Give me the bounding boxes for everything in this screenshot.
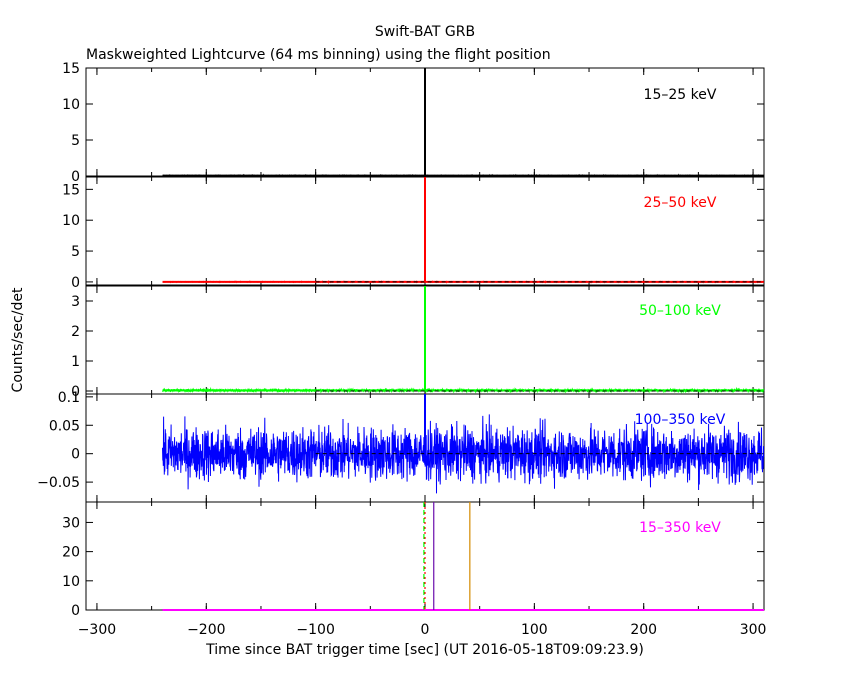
band-label: 50–100 keV: [639, 303, 721, 319]
panel-100-350-keV: −0.05 0 0.05 0.1 100–350 keV: [37, 390, 765, 503]
y-tick-label: 0: [71, 169, 80, 185]
x-tick-label: −300: [78, 622, 116, 638]
chart-subtitle: Maskweighted Lightcurve (64 ms binning) …: [86, 47, 551, 63]
y-tick-label: −0.05: [37, 475, 80, 491]
panels-group: 0 5 10 15 15–25 keV 0 5 10 15 25–50 keV 0 1 2 3 50–100…: [37, 61, 766, 638]
x-tick-label: 100: [521, 622, 548, 638]
data-trace: [162, 414, 765, 494]
band-label: 15–350 keV: [639, 520, 721, 536]
y-axis-label: Counts/sec/det: [10, 287, 26, 392]
x-axis-label: Time since BAT trigger time [sec] (UT 20…: [205, 642, 644, 658]
y-tick-label: 3: [71, 294, 80, 310]
y-tick-label: 10: [62, 97, 80, 113]
x-tick-label: −200: [187, 622, 225, 638]
y-tick-label: 0.05: [49, 418, 80, 434]
y-tick-label: 15: [62, 182, 80, 198]
x-tick-label: −100: [296, 622, 334, 638]
panel-25-50-keV: 0 5 10 15 25–50 keV: [62, 176, 765, 291]
y-tick-label: 10: [62, 213, 80, 229]
panel-50-100-keV: 0 1 2 3 50–100 keV: [71, 285, 765, 400]
y-tick-label: 0.1: [58, 390, 80, 406]
panel-15-25-keV: 0 5 10 15 15–25 keV: [62, 61, 765, 185]
y-tick-label: 30: [62, 515, 80, 531]
y-tick-label: 5: [71, 133, 80, 149]
band-label: 25–50 keV: [644, 195, 717, 211]
band-label: 15–25 keV: [644, 87, 717, 103]
y-tick-label: 0: [71, 384, 80, 400]
y-tick-label: 15: [62, 61, 80, 77]
band-label: 100–350 keV: [635, 412, 726, 428]
y-tick-label: 0: [71, 275, 80, 291]
y-tick-label: 1: [71, 354, 80, 370]
y-tick-label: 0: [71, 603, 80, 619]
x-tick-label: 300: [740, 622, 767, 638]
panel-15-350-keV: 0 10 20 30 15–350 keV: [62, 501, 765, 619]
y-tick-label: 5: [71, 244, 80, 260]
x-tick-label: 0: [421, 622, 430, 638]
y-tick-label: 20: [62, 545, 80, 561]
chart-title: Swift-BAT GRB: [375, 24, 475, 40]
y-tick-label: 0: [71, 447, 80, 463]
y-tick-label: 10: [62, 574, 80, 590]
x-tick-label: 200: [630, 622, 657, 638]
y-tick-label: 2: [71, 324, 80, 340]
